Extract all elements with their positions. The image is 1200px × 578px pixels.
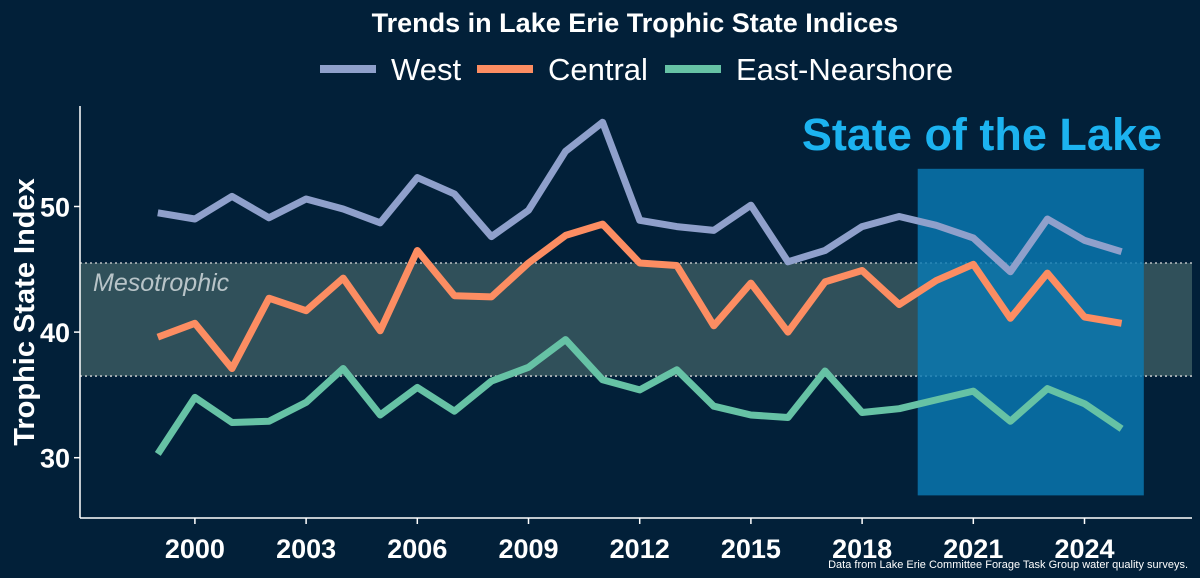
chart-title: Trends in Lake Erie Trophic State Indice… [372, 8, 899, 38]
band-label: Mesotrophic [93, 269, 230, 297]
state-of-the-lake-label: State of the Lake [802, 109, 1162, 160]
series-layer [154, 118, 1124, 456]
y-axis-title: Trophic State Index [9, 178, 41, 446]
series-line-central [156, 220, 1123, 372]
legend-label-central: Central [548, 52, 648, 87]
legend: West Central East-Nearshore [320, 52, 953, 87]
legend-label-east-nearshore: East-Nearshore [736, 52, 953, 87]
x-tick-label: 2000 [165, 534, 225, 564]
tick-layer: 2000 2003 2006 2009 2012 2015 2018 2021 2024 30 40… [40, 192, 1115, 564]
x-tick-label: 2012 [610, 534, 670, 564]
x-tick-label: 2009 [498, 534, 558, 564]
x-tick-label: 2006 [387, 534, 447, 564]
x-tick-label: 2015 [721, 534, 781, 564]
highlight-layer: State of the Lake [802, 109, 1162, 496]
axis-layer [79, 106, 1192, 519]
series-line-west [157, 118, 1123, 276]
x-tick-label: 2021 [943, 534, 1003, 564]
y-tick-label: 40 [40, 318, 70, 348]
x-tick-label: 2003 [276, 534, 336, 564]
state-of-the-lake-box [917, 168, 1144, 496]
legend-label-west: West [391, 52, 461, 87]
y-tick-label: 50 [40, 192, 70, 222]
series-line-east-nearshore [154, 336, 1124, 456]
source-note: Data from Lake Erie Committee Forage Tas… [828, 559, 1188, 571]
x-tick-label: 2018 [832, 534, 892, 564]
y-tick-label: 30 [40, 444, 70, 474]
x-tick-label: 2024 [1054, 534, 1114, 564]
